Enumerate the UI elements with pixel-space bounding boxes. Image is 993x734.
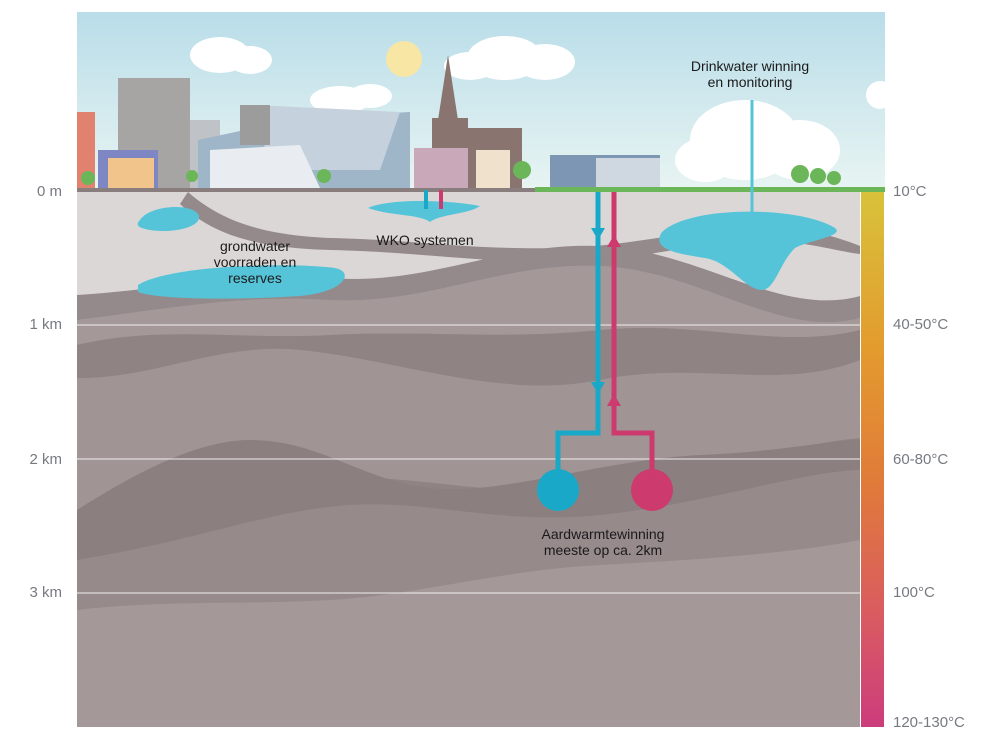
clouds	[190, 36, 894, 182]
temp-label-40-50: 40-50°C	[893, 316, 949, 333]
production-well	[611, 192, 655, 472]
depth-label-2km: 2 km	[29, 451, 62, 468]
hot-reservoir	[631, 469, 673, 511]
temp-label-10: 10°C	[893, 183, 927, 200]
depth-gridlines	[77, 324, 860, 594]
city-skyline	[77, 55, 841, 188]
down-arrow-icon	[591, 382, 605, 394]
cold-reservoir	[537, 469, 579, 511]
depth-label-1km: 1 km	[29, 316, 62, 333]
wko-label: WKO systemen	[376, 232, 474, 248]
groundwater-bodies	[137, 201, 837, 299]
groundwater-label: grondwater voorraden en reserves	[213, 238, 297, 286]
geothermal-label: Aardwarmtewinning meeste op ca. 2km	[541, 526, 665, 558]
sun-icon	[386, 41, 422, 77]
wko-pipes	[424, 190, 443, 209]
depth-label-0m: 0 m	[36, 183, 62, 200]
geothermal-doublet	[555, 192, 655, 472]
temp-label-100: 100°C	[893, 584, 935, 601]
depth-label-3km: 3 km	[29, 584, 62, 601]
up-arrow-icon	[607, 394, 621, 406]
up-arrow-icon	[607, 235, 621, 247]
temp-label-120-130: 120-130°C	[893, 714, 965, 731]
grass	[535, 187, 885, 192]
temperature-gradient-bar	[861, 192, 884, 727]
drinking-water-label: Drinkwater winning en monitoring	[690, 58, 810, 90]
injection-well	[555, 192, 601, 472]
temp-label-60-80: 60-80°C	[893, 451, 949, 468]
down-arrow-icon	[591, 228, 605, 240]
